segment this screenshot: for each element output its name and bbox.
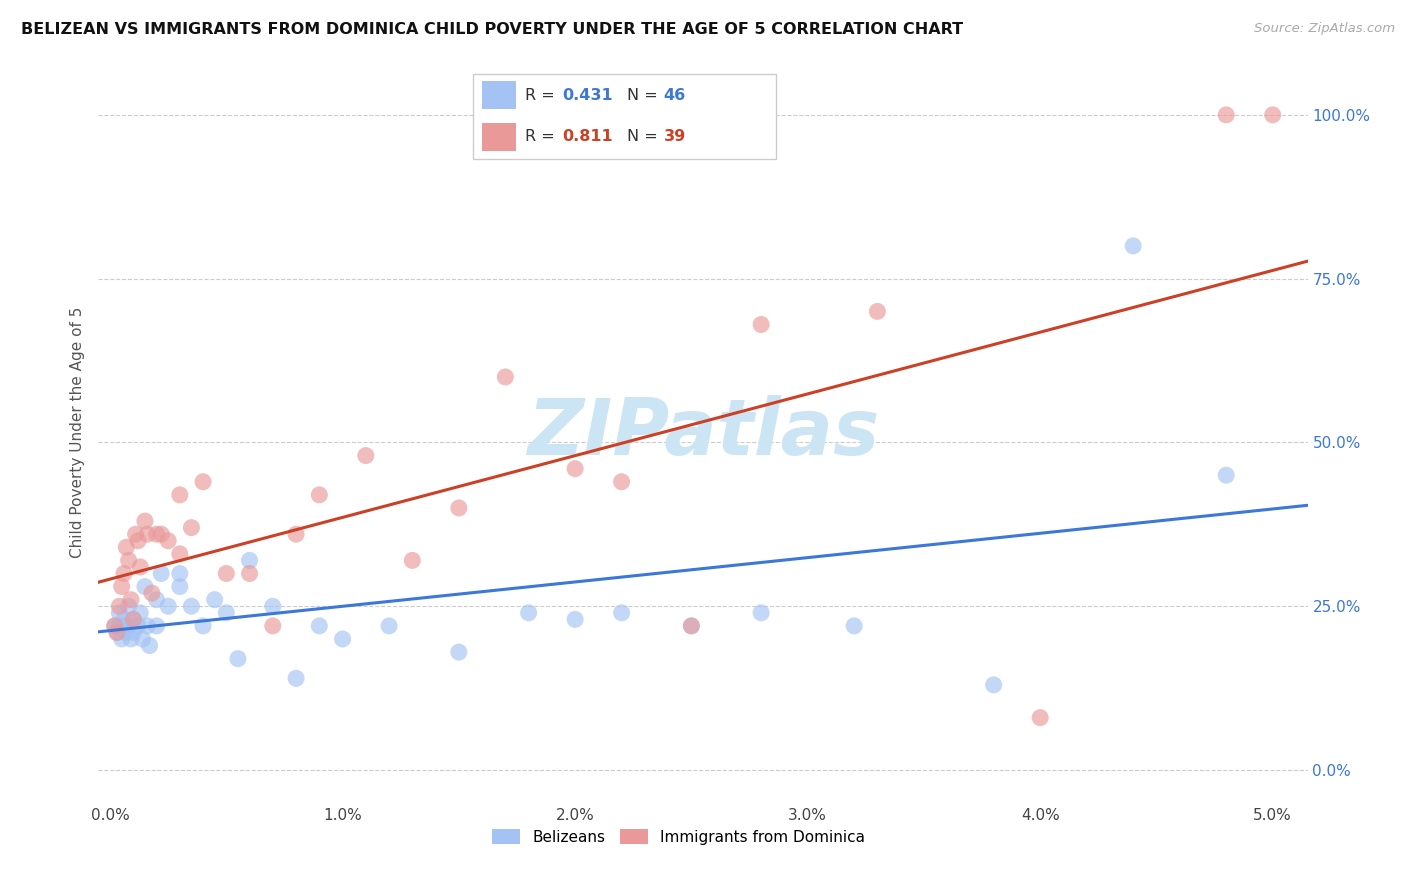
Point [115,625,138,640]
Point [105,625,128,640]
Point [215,566,238,581]
Point [138,639,160,653]
Point [104,619,127,633]
Point [1261,108,1284,122]
Point [749,318,772,332]
Point [983,678,1005,692]
Point [111,632,134,646]
Point [108,606,131,620]
Point [191,619,214,633]
Text: BELIZEAN VS IMMIGRANTS FROM DOMINICA CHILD POVERTY UNDER THE AGE OF 5 CORRELATIO: BELIZEAN VS IMMIGRANTS FROM DOMINICA CHI… [21,22,963,37]
Point [150,566,173,581]
Point [204,592,226,607]
Point [285,671,308,685]
Point [129,606,152,620]
Point [308,619,330,633]
Y-axis label: Child Poverty Under the Age of 5: Child Poverty Under the Age of 5 [69,307,84,558]
Point [564,612,586,626]
Point [131,632,153,646]
Point [169,580,191,594]
Point [134,580,156,594]
Point [108,619,131,633]
Point [564,461,586,475]
Point [145,592,167,607]
Point [332,632,354,646]
Point [354,449,377,463]
Point [112,619,135,633]
Point [844,619,866,633]
Point [108,599,131,614]
Point [111,580,134,594]
Point [157,599,180,614]
Point [749,606,772,620]
Point [681,619,703,633]
Point [169,547,191,561]
Point [285,527,308,541]
Point [1122,239,1144,253]
Point [127,619,149,633]
Point [401,553,423,567]
Point [122,612,145,626]
Point [120,632,142,646]
Point [145,619,167,633]
Point [129,560,152,574]
Point [866,304,889,318]
Text: ZIPatlas: ZIPatlas [527,394,879,471]
Point [127,533,149,548]
Point [191,475,214,489]
Point [118,599,141,614]
Point [610,475,633,489]
Point [215,606,238,620]
Point [112,612,135,626]
Point [1215,108,1237,122]
Point [105,625,128,640]
Point [124,527,146,541]
Point [262,619,284,633]
Point [239,553,262,567]
Point [104,619,127,633]
Point [447,645,470,659]
Point [122,612,145,626]
Point [136,527,159,541]
Point [118,553,141,567]
Point [141,586,163,600]
Point [180,521,202,535]
Point [180,599,202,614]
Point [157,533,180,548]
Text: Source: ZipAtlas.com: Source: ZipAtlas.com [1254,22,1395,36]
Point [134,514,156,528]
Point [169,488,191,502]
Point [378,619,401,633]
Point [118,619,141,633]
Point [494,370,516,384]
Point [145,527,167,541]
Point [120,592,142,607]
Point [115,541,138,555]
Point [112,566,135,581]
Point [681,619,703,633]
Point [226,651,249,665]
Point [136,619,159,633]
Point [308,488,330,502]
Point [610,606,633,620]
Point [122,625,145,640]
Point [150,527,173,541]
Point [262,599,284,614]
Point [169,566,191,581]
Point [1029,711,1052,725]
Legend: Belizeans, Immigrants from Dominica: Belizeans, Immigrants from Dominica [486,823,872,851]
Point [517,606,540,620]
Point [447,500,470,515]
Point [1215,468,1237,483]
Point [239,566,262,581]
